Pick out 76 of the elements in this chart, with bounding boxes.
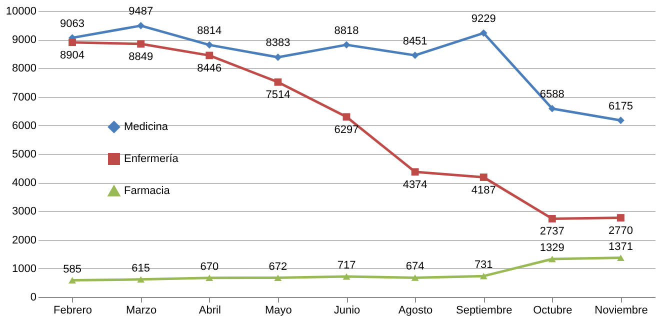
x-tick-label: Junio — [334, 304, 360, 316]
data-label: 6297 — [334, 124, 359, 136]
y-tick-label: 7000 — [12, 91, 36, 104]
point — [548, 215, 556, 222]
x-tick-label: Noviembre — [594, 304, 648, 316]
y-tick-label: 5000 — [12, 148, 36, 160]
data-label: 8814 — [197, 24, 222, 37]
y-tick-label: 0 — [30, 292, 36, 304]
point — [274, 274, 282, 281]
data-label: 6175 — [608, 100, 633, 112]
data-label: 6588 — [540, 88, 564, 101]
point — [206, 52, 214, 60]
data-label: 1329 — [540, 242, 564, 254]
point — [548, 104, 556, 112]
legend-label: Medicina — [124, 121, 169, 133]
point — [274, 54, 282, 61]
data-label: 2770 — [608, 224, 633, 237]
point — [480, 29, 488, 37]
data-label: 717 — [337, 259, 356, 272]
data-label: 9487 — [128, 6, 154, 18]
data-label: 731 — [474, 259, 493, 272]
x-tick-label: Octubre — [533, 304, 572, 316]
data-label: 615 — [132, 262, 150, 274]
point — [68, 277, 76, 284]
x-tick-label: Mayo — [264, 304, 292, 316]
data-label: 4374 — [402, 178, 428, 191]
data-label: 1371 — [608, 240, 633, 253]
x-tick-label: Marzo — [126, 304, 157, 316]
data-label: 7514 — [266, 89, 290, 102]
y-tick-label: 6000 — [12, 120, 36, 132]
point — [137, 40, 145, 48]
data-label: 9229 — [471, 13, 496, 26]
x-tick-label: Abril — [198, 304, 221, 316]
y-tick-label: 10000 — [6, 6, 36, 18]
x-tick-label: Agosto — [398, 304, 433, 316]
data-label: 672 — [268, 260, 288, 273]
x-tick-label: Febrero — [54, 304, 92, 316]
point — [411, 274, 419, 281]
point — [411, 168, 419, 176]
point — [480, 272, 488, 280]
point — [480, 174, 488, 181]
data-label: 8849 — [128, 50, 154, 63]
point — [548, 256, 556, 262]
point — [617, 116, 624, 124]
data-label: 4187 — [471, 184, 496, 196]
point — [206, 274, 214, 282]
point — [617, 254, 624, 261]
data-label: 674 — [406, 260, 424, 273]
point — [137, 22, 145, 30]
point — [342, 273, 350, 280]
legend-label: Enfermería — [124, 153, 180, 165]
point — [206, 41, 214, 49]
data-label: 670 — [200, 260, 219, 273]
y-tick-label: 1000 — [12, 262, 36, 275]
data-label: 8818 — [334, 24, 359, 37]
data-label: 8904 — [60, 49, 85, 62]
data-label: 9063 — [60, 18, 85, 30]
data-label: 8451 — [402, 35, 428, 48]
data-label: 8446 — [197, 62, 222, 74]
x-tick-label: Septiembre — [456, 304, 512, 316]
point — [342, 113, 350, 121]
point — [68, 38, 76, 46]
y-tick-label: 2000 — [12, 234, 36, 246]
data-label: 8383 — [266, 37, 290, 50]
y-tick-label: 8000 — [12, 62, 36, 75]
data-label: 2737 — [540, 226, 564, 238]
point — [342, 41, 350, 49]
point — [274, 78, 282, 86]
point — [137, 276, 145, 283]
point — [411, 52, 419, 60]
y-tick-label: 9000 — [12, 34, 36, 46]
y-tick-label: 3000 — [12, 206, 36, 218]
data-label: 585 — [63, 263, 82, 276]
y-tick-label: 4000 — [12, 177, 36, 190]
point — [617, 214, 624, 222]
legend-label: Farmacia — [124, 185, 171, 197]
